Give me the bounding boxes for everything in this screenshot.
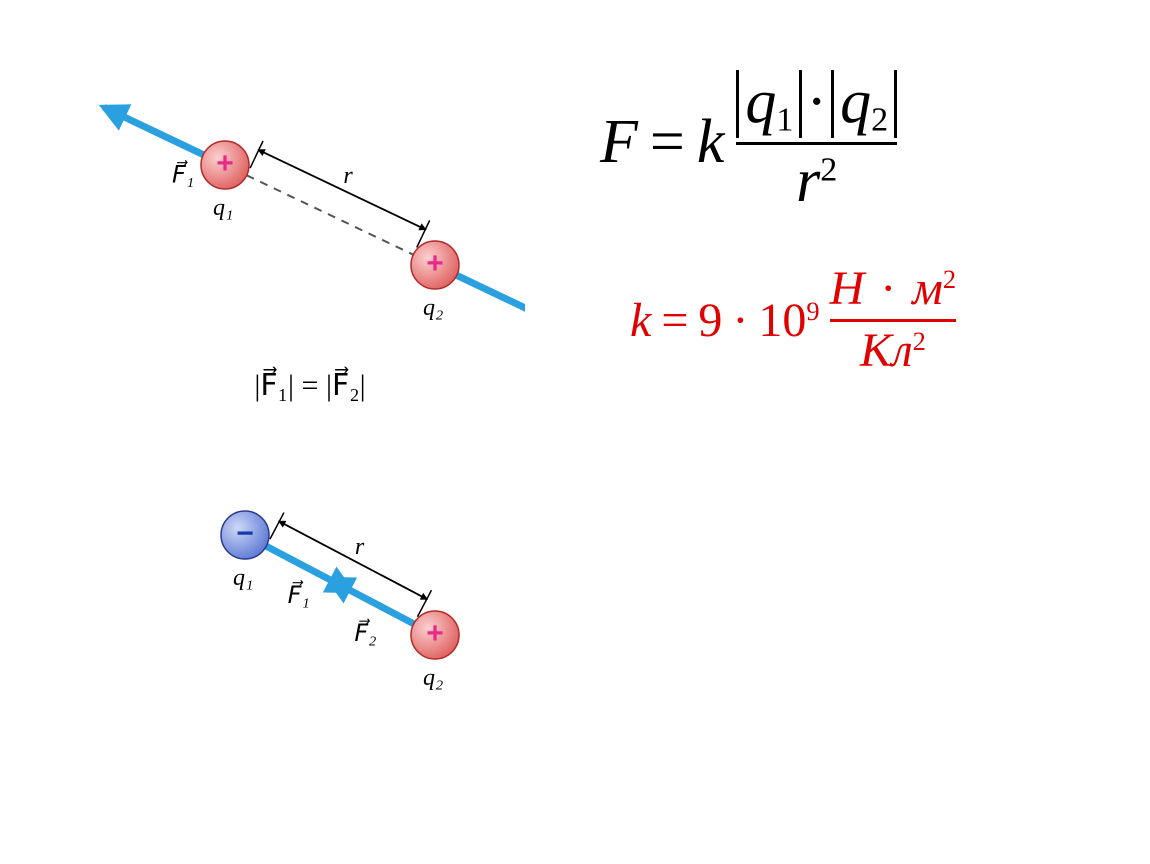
diagram-svg: rF⃗₁F⃗₂++q₁q₂|F⃗₁| = |F⃗₂|rF⃗₁F⃗₂−+q₁q₂ — [95, 75, 525, 775]
unit-m: м — [912, 262, 943, 315]
abs-q2: q2 — [831, 70, 897, 138]
k-symbol: k — [697, 107, 725, 178]
numerator: q1 · q2 — [736, 70, 897, 138]
svg-text:F⃗₁: F⃗₁ — [288, 579, 310, 608]
fraction-bar — [736, 142, 897, 145]
unit-Kl: Кл — [860, 324, 913, 377]
ten-exp: 9 — [806, 296, 819, 326]
svg-text:+: + — [216, 147, 234, 180]
fraction: q1 · q2 r2 — [736, 70, 897, 214]
abs-q1: q1 — [736, 70, 802, 138]
unit-Kl-exp: 2 — [913, 326, 926, 356]
svg-text:F⃗₁: F⃗₁ — [172, 159, 194, 188]
units-fraction-bar — [830, 319, 957, 322]
q1-sub: 1 — [776, 102, 793, 139]
q2: q — [840, 68, 871, 136]
svg-text:q₁: q₁ — [233, 565, 253, 591]
coulomb-diagram: rF⃗₁F⃗₂++q₁q₂|F⃗₁| = |F⃗₂|rF⃗₁F⃗₂−+q₁q₂ — [95, 75, 525, 775]
coulomb-law-formula: F = k q1 · q2 r2 — [600, 70, 1120, 214]
svg-text:+: + — [426, 617, 444, 650]
formula-block: F = k q1 · q2 r2 k = 9 · — [600, 70, 1120, 470]
svg-text:q₂: q₂ — [423, 295, 443, 321]
unit-H: Н — [830, 262, 865, 315]
nine: 9 — [698, 293, 722, 348]
denominator: r2 — [796, 149, 837, 214]
svg-text:F⃗₂: F⃗₂ — [354, 618, 376, 647]
units-denominator: Кл2 — [860, 326, 926, 376]
units-numerator: Н · м2 — [830, 264, 957, 314]
ten-power: 109 — [758, 293, 819, 348]
k-symbol-2: k — [630, 293, 651, 348]
unit-m-exp: 2 — [943, 265, 956, 295]
svg-text:q₂: q₂ — [423, 665, 443, 691]
q2-sub: 2 — [871, 102, 888, 139]
svg-text:−: − — [236, 517, 254, 550]
equals-sign: = — [650, 107, 685, 178]
q1: q — [745, 68, 776, 136]
dot-2: · — [876, 262, 900, 315]
r-symbol: r — [796, 147, 820, 215]
r-exp: 2 — [820, 152, 837, 189]
coulomb-constant-formula: k = 9 · 109 Н · м2 Кл2 — [630, 264, 1120, 376]
svg-text:r: r — [355, 534, 365, 560]
svg-text:+: + — [426, 247, 444, 280]
equals-sign-2: = — [661, 293, 688, 348]
page: rF⃗₁F⃗₂++q₁q₂|F⃗₁| = |F⃗₂|rF⃗₁F⃗₂−+q₁q₂ … — [0, 0, 1150, 864]
svg-text:r: r — [343, 163, 353, 189]
f-symbol: F — [600, 107, 638, 178]
dot-1: · — [732, 293, 748, 348]
svg-text:q₁: q₁ — [213, 195, 233, 221]
dot: · — [802, 68, 831, 136]
svg-text:|F⃗₁| = |F⃗₂|: |F⃗₁| = |F⃗₂| — [254, 367, 365, 402]
ten: 10 — [758, 294, 806, 347]
units-fraction: Н · м2 Кл2 — [830, 264, 957, 376]
